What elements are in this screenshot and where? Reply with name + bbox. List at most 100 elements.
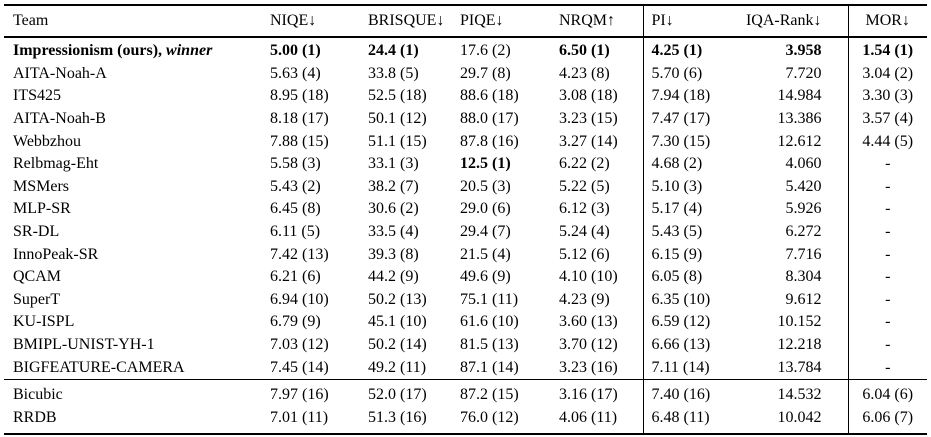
- cell-piqe: 20.5 (3): [460, 177, 511, 195]
- cell-brisque: 33.8 (5): [368, 64, 419, 82]
- cell-piqe: 21.5 (4): [460, 245, 511, 263]
- cell-iqa_rank: 4.060: [785, 155, 822, 173]
- cell-iqa_rank: 8.304: [785, 268, 822, 286]
- team-name: AITA-Noah-B: [13, 110, 106, 128]
- cell-iqa_rank: 5.926: [785, 200, 822, 218]
- team-name-cell: BIGFEATURE-CAMERA: [4, 356, 267, 379]
- cell-niqe: 7.01 (11): [270, 409, 329, 427]
- table-row-challenge-entries-10: QCAM 6.21 (6) 44.2 (9) 49.6 (9) 4.10 (10) 6.0…: [4, 265, 927, 289]
- cell-nrqm: 6.12 (3): [559, 200, 610, 218]
- cell-pi: 5.70 (6): [642, 62, 740, 86]
- cell-pi: 6.59 (12): [642, 311, 740, 334]
- table-row-challenge-entries-2: ITS425 8.95 (18) 52.5 (18) 88.6 (18) 3.08 (1…: [4, 85, 927, 108]
- team-name-cell: Bicubic: [4, 378, 267, 407]
- cell-piqe: 75.1 (11): [460, 290, 519, 308]
- cell-brisque: 39.3 (8): [368, 245, 419, 263]
- table-row-challenge-entries-5: Relbmag-Eht 5.58 (3) 33.1 (3) 12.5 (1) 6.22 …: [4, 152, 927, 176]
- cell-nrqm: 5.24 (4): [559, 223, 610, 241]
- team-name: Relbmag-Eht: [13, 155, 99, 173]
- cell-iqa_rank: 3.958: [785, 42, 822, 60]
- column-header-nrqm: NRQM↑: [556, 5, 643, 38]
- table-row-baselines-1: RRDB 7.01 (11) 51.3 (16) 76.0 (12) 4.06 (11)…: [4, 406, 927, 434]
- table-row-challenge-entries-7: MLP-SR 6.45 (8) 30.6 (2) 29.0 (6) 6.12 (3) 5.…: [4, 198, 927, 221]
- cell-nrqm: 4.10 (10): [559, 268, 618, 286]
- cell-mor: -: [847, 243, 927, 266]
- cell-pi: 6.48 (11): [642, 406, 740, 434]
- cell-mor: 3.04 (2): [847, 62, 927, 86]
- team-name-cell: RRDB: [4, 407, 267, 434]
- cell-niqe: 5.43 (2): [270, 177, 321, 195]
- cell-piqe: 76.0 (12): [460, 409, 519, 427]
- cell-brisque: 24.4 (1): [368, 42, 419, 60]
- cell-niqe: 8.18 (17): [270, 110, 329, 128]
- cell-brisque: 38.2 (7): [368, 177, 419, 195]
- cell-piqe: 88.6 (18): [460, 87, 519, 105]
- header-row: Team NIQE↓ BRISQUE↓ PIQE↓ NRQM↑ PI↓ IQA-Rank↓ M…: [4, 5, 927, 38]
- team-name-winner-annotation: winner: [166, 42, 213, 60]
- table-row-challenge-entries-4: Webbzhou 7.88 (15) 51.1 (15) 87.8 (16) 3.27 …: [4, 130, 927, 153]
- cell-nrqm: 5.12 (6): [559, 245, 610, 263]
- cell-niqe: 7.45 (14): [270, 358, 329, 376]
- cell-nrqm: 3.23 (15): [559, 110, 618, 128]
- table-body: Impressionism (ours), winner 5.00 (1) 24.4…: [4, 37, 927, 434]
- team-name: RRDB: [13, 409, 57, 427]
- cell-iqa_rank: 10.042: [777, 409, 822, 427]
- cell-mor: 6.04 (6): [847, 378, 927, 407]
- cell-niqe: 6.94 (10): [270, 290, 329, 308]
- cell-mor: -: [847, 333, 927, 357]
- cell-iqa_rank: 14.984: [777, 87, 822, 105]
- table-row-baselines-0: Bicubic 7.97 (16) 52.0 (17) 87.2 (15) 3.16 (…: [4, 378, 927, 407]
- cell-nrqm: 6.50 (1): [559, 42, 610, 60]
- cell-mor: 3.30 (3): [847, 85, 927, 108]
- cell-nrqm: 4.23 (9): [559, 290, 610, 308]
- cell-nrqm: 6.22 (2): [559, 155, 610, 173]
- table-row-challenge-entries-8: SR-DL 6.11 (5) 33.5 (4) 29.4 (7) 5.24 (4) 5.4…: [4, 220, 927, 244]
- cell-iqa_rank: 7.716: [785, 245, 822, 263]
- team-name-cell: InnoPeak-SR: [4, 243, 267, 266]
- cell-iqa_rank: 7.720: [785, 64, 822, 82]
- team-name-cell: Relbmag-Eht: [4, 153, 267, 176]
- team-name: Impressionism (ours),: [13, 42, 163, 60]
- team-name-cell: Impressionism (ours), winner: [4, 37, 267, 63]
- cell-mor: -: [847, 288, 927, 312]
- team-name: Webbzhou: [13, 132, 82, 150]
- team-name-cell: KU-ISPL: [4, 311, 267, 334]
- cell-brisque: 45.1 (10): [368, 313, 427, 331]
- cell-pi: 6.35 (10): [642, 288, 740, 312]
- team-name: MLP-SR: [13, 200, 71, 218]
- column-header-pi: PI↓: [642, 5, 740, 38]
- cell-niqe: 6.45 (8): [270, 200, 321, 218]
- team-name-cell: MLP-SR: [4, 198, 267, 221]
- cell-niqe: 6.11 (5): [270, 223, 321, 241]
- cell-niqe: 6.79 (9): [270, 313, 321, 331]
- team-name-cell: MSMers: [4, 176, 267, 199]
- column-header-niqe: NIQE↓: [267, 5, 365, 38]
- cell-nrqm: 3.60 (13): [559, 313, 618, 331]
- cell-piqe: 29.4 (7): [460, 223, 511, 241]
- cell-niqe: 5.00 (1): [270, 42, 321, 60]
- cell-iqa_rank: 12.612: [777, 132, 822, 150]
- cell-iqa_rank: 6.272: [785, 223, 822, 241]
- benchmark-results-table: Team NIQE↓ BRISQUE↓ PIQE↓ NRQM↑ PI↓ IQA-Rank↓ M…: [4, 4, 927, 435]
- table-row-challenge-entries-12: KU-ISPL 6.79 (9) 45.1 (10) 61.6 (10) 3.60 (1…: [4, 311, 927, 334]
- cell-niqe: 6.21 (6): [270, 268, 321, 286]
- cell-brisque: 51.3 (16): [368, 409, 427, 427]
- cell-mor: 3.57 (4): [847, 107, 927, 131]
- table-row-challenge-entries-11: SuperT 6.94 (10) 50.2 (13) 75.1 (11) 4.23 (9…: [4, 288, 927, 312]
- cell-pi: 7.94 (18): [642, 85, 740, 108]
- cell-piqe: 61.6 (10): [460, 313, 519, 331]
- team-name: QCAM: [13, 268, 62, 286]
- team-name: ITS425: [13, 87, 61, 105]
- cell-pi: 5.43 (5): [642, 220, 740, 244]
- cell-pi: 4.68 (2): [642, 152, 740, 176]
- team-name: BIGFEATURE-CAMERA: [13, 358, 185, 376]
- cell-nrqm: 3.16 (17): [556, 378, 643, 407]
- cell-brisque: 33.5 (4): [368, 223, 419, 241]
- cell-piqe: 87.2 (15): [457, 378, 556, 407]
- cell-iqa_rank: 9.612: [785, 290, 822, 308]
- cell-piqe: 29.7 (8): [460, 64, 511, 82]
- cell-piqe: 88.0 (17): [460, 110, 519, 128]
- cell-pi: 7.40 (16): [642, 378, 740, 407]
- table-header: Team NIQE↓ BRISQUE↓ PIQE↓ NRQM↑ PI↓ IQA-Rank↓ M…: [4, 5, 927, 38]
- cell-mor: -: [847, 152, 927, 176]
